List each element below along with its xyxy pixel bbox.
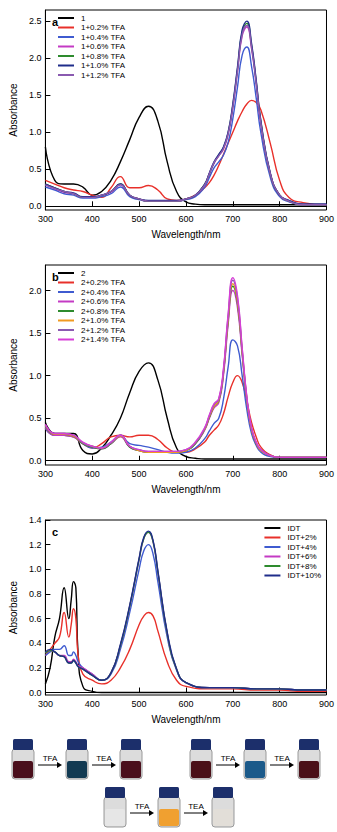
svg-text:1.0: 1.0 [29,564,42,574]
svg-text:0.0: 0.0 [29,456,42,466]
svg-text:800: 800 [272,699,287,709]
svg-text:2+0.6% TFA: 2+0.6% TFA [81,297,126,306]
svg-text:2+0.8% TFA: 2+0.8% TFA [81,307,126,316]
svg-text:IDT+6%: IDT+6% [287,552,316,561]
svg-text:800: 800 [272,469,287,479]
svg-text:400: 400 [85,214,100,224]
svg-text:300: 300 [38,699,53,709]
svg-text:TFA: TFA [135,802,150,811]
svg-text:1.0: 1.0 [29,127,42,137]
svg-text:TEA: TEA [188,802,204,811]
svg-text:b: b [52,271,59,283]
svg-text:900: 900 [319,699,334,709]
svg-text:0.0: 0.0 [29,688,42,698]
svg-text:800: 800 [272,214,287,224]
svg-text:IDT+4%: IDT+4% [287,543,316,552]
svg-text:c: c [52,526,58,538]
svg-text:2+1.2% TFA: 2+1.2% TFA [81,326,126,335]
svg-text:IDT+2%: IDT+2% [287,533,316,542]
svg-text:IDT: IDT [287,524,300,533]
svg-text:2.0: 2.0 [29,286,42,296]
svg-text:600: 600 [178,469,193,479]
svg-text:Absorbance: Absorbance [8,580,19,634]
svg-text:600: 600 [178,699,193,709]
svg-text:1+0.2% TFA: 1+0.2% TFA [81,23,126,32]
svg-text:Wavelength/nm: Wavelength/nm [151,229,220,240]
svg-text:1+1.2% TFA: 1+1.2% TFA [81,71,126,80]
svg-text:900: 900 [319,214,334,224]
svg-text:TFA: TFA [43,754,58,763]
svg-text:0.5: 0.5 [29,164,42,174]
svg-text:1.5: 1.5 [29,328,42,338]
svg-text:700: 700 [225,699,240,709]
svg-text:500: 500 [132,469,147,479]
svg-text:Wavelength/nm: Wavelength/nm [151,714,220,725]
svg-text:IDT+10%: IDT+10% [287,571,321,580]
svg-text:1.4: 1.4 [29,515,42,525]
svg-text:2+1.4% TFA: 2+1.4% TFA [81,335,126,344]
svg-text:2+0.4% TFA: 2+0.4% TFA [81,288,126,297]
svg-text:600: 600 [178,214,193,224]
svg-text:Wavelength/nm: Wavelength/nm [151,484,220,495]
svg-text:1+0.4% TFA: 1+0.4% TFA [81,33,126,42]
svg-text:IDT+8%: IDT+8% [287,562,316,571]
svg-text:2.0: 2.0 [29,53,42,63]
svg-text:0.4: 0.4 [29,638,42,648]
svg-text:1.5: 1.5 [29,90,42,100]
svg-text:a: a [52,16,59,28]
svg-text:TEA: TEA [96,754,112,763]
svg-text:1: 1 [81,14,86,23]
svg-text:300: 300 [38,214,53,224]
svg-text:500: 500 [132,699,147,709]
svg-text:500: 500 [132,214,147,224]
svg-text:2.5: 2.5 [29,16,42,26]
svg-text:1+0.6% TFA: 1+0.6% TFA [81,42,126,51]
svg-text:300: 300 [38,469,53,479]
svg-text:0.6: 0.6 [29,614,42,624]
svg-text:1.0: 1.0 [29,371,42,381]
svg-text:1.2: 1.2 [29,540,42,550]
svg-text:0.0: 0.0 [29,201,42,211]
svg-text:0.8: 0.8 [29,589,42,599]
svg-text:TFA: TFA [221,754,236,763]
svg-text:900: 900 [319,469,334,479]
svg-text:Absorbance: Absorbance [8,338,19,392]
svg-text:1+0.8% TFA: 1+0.8% TFA [81,52,126,61]
svg-text:400: 400 [85,469,100,479]
svg-text:0.5: 0.5 [29,413,42,423]
svg-text:2+1.0% TFA: 2+1.0% TFA [81,316,126,325]
svg-text:400: 400 [85,699,100,709]
svg-text:2: 2 [81,269,86,278]
svg-text:700: 700 [225,214,240,224]
svg-text:700: 700 [225,469,240,479]
svg-text:TEA: TEA [274,754,290,763]
svg-text:2+0.2% TFA: 2+0.2% TFA [81,278,126,287]
svg-text:0.2: 0.2 [29,663,42,673]
svg-text:1+1.0% TFA: 1+1.0% TFA [81,61,126,70]
svg-text:Absorbance: Absorbance [8,83,19,137]
